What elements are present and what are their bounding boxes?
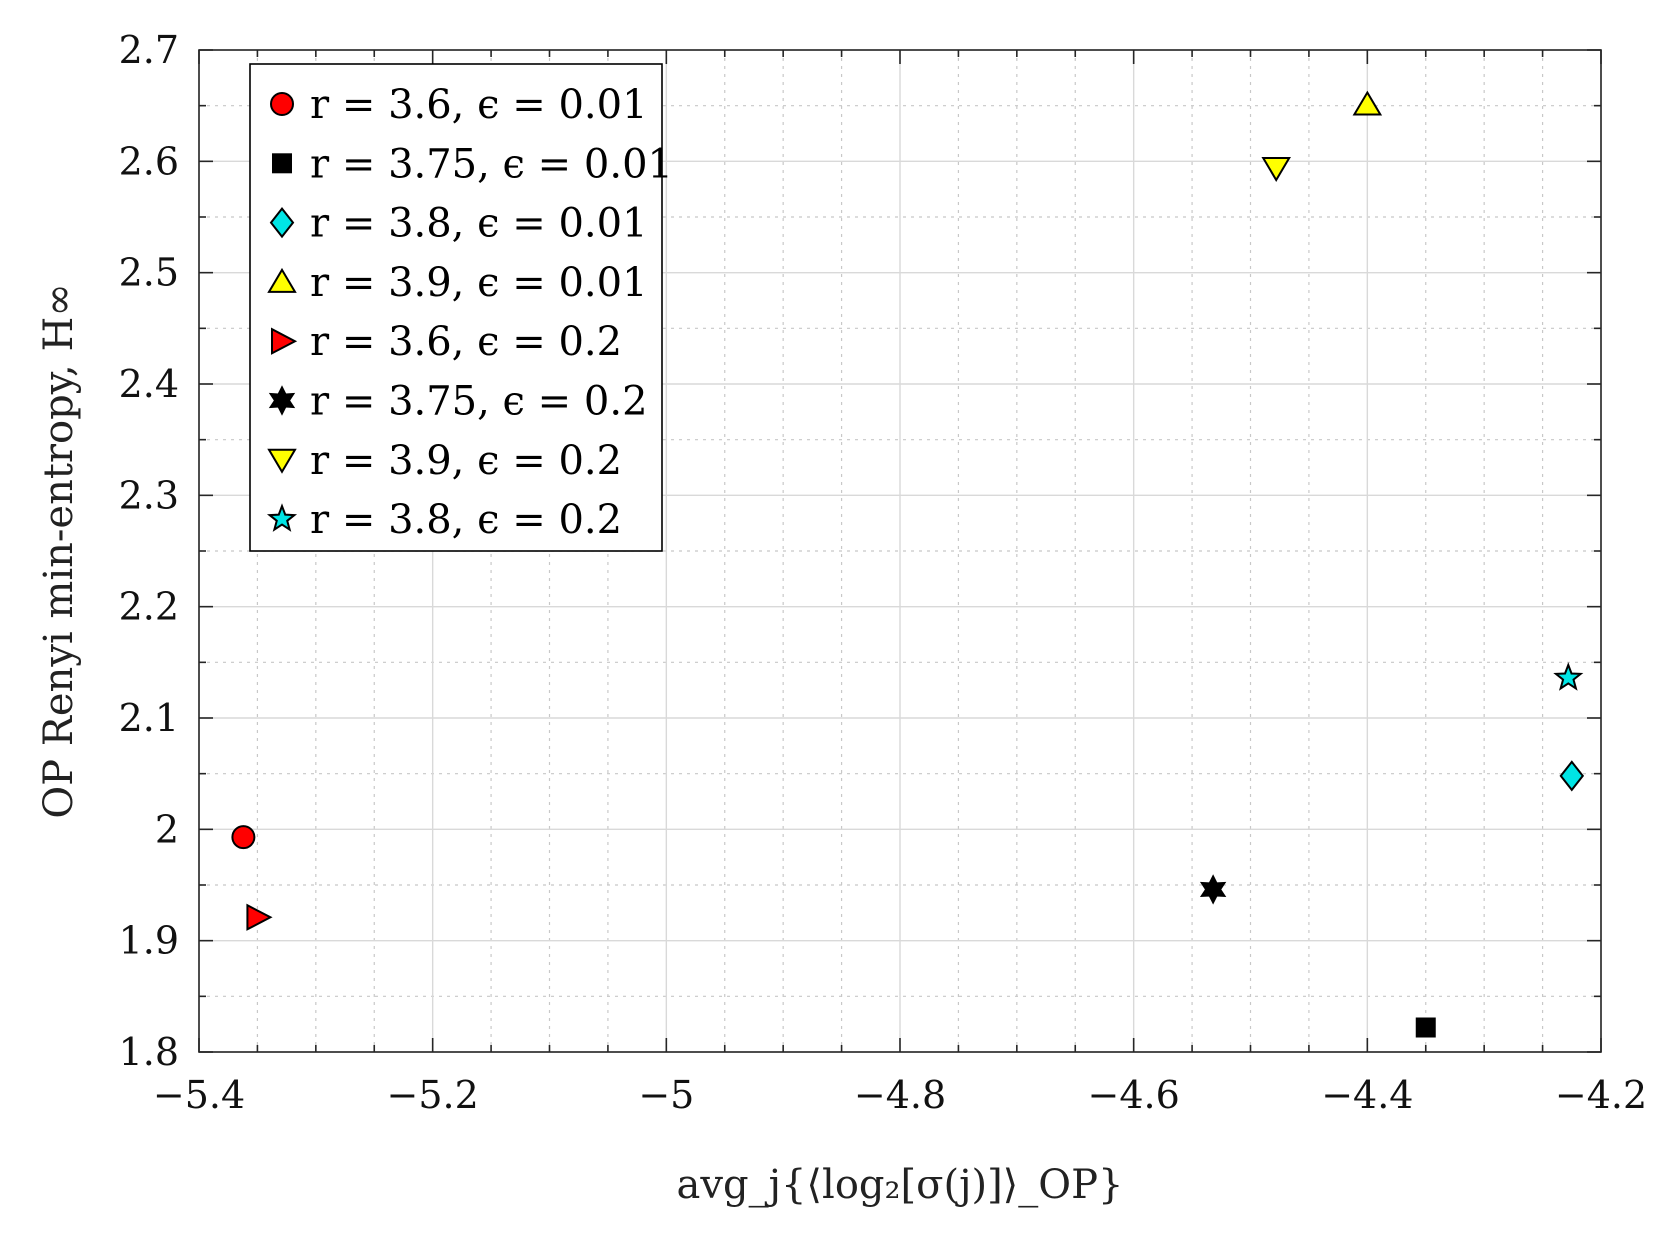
y-tick-label: 1.8 (119, 1030, 179, 1074)
data-point (246, 903, 273, 931)
legend-marker (268, 385, 296, 416)
legend-entry: r = 3.6, ϵ = 0.2 (271, 319, 622, 365)
legend-label: r = 3.75, ϵ = 0.2 (310, 379, 648, 425)
legend: r = 3.6, ϵ = 0.01 r = 3.75, ϵ = 0.01 r = 3… (249, 63, 673, 552)
legend-marker (267, 267, 297, 293)
x-tick-labels: −5.4 −5.2 −5 −4.8 −4.6 −4.4 −4.2 (153, 1073, 1647, 1117)
x-tick-label: −5.2 (387, 1073, 479, 1117)
legend-label: r = 3.6, ϵ = 0.01 (310, 82, 648, 128)
y-tick-label: 2.6 (119, 139, 179, 183)
x-tick-label: −4.6 (1088, 1073, 1180, 1117)
legend-entry: r = 3.6, ϵ = 0.01 (270, 82, 648, 128)
legend-label: r = 3.9, ϵ = 0.01 (310, 260, 648, 306)
legend-marker (267, 448, 297, 474)
legend-label: r = 3.8, ϵ = 0.01 (310, 201, 648, 247)
y-tick-label: 2 (155, 807, 179, 851)
axis-ticks (198, 49, 1602, 1053)
legend-marker (272, 153, 292, 174)
data-points (231, 90, 1585, 1038)
legend-label: r = 3.6, ϵ = 0.2 (310, 319, 622, 365)
y-tick-label: 2.2 (119, 585, 179, 629)
y-tick-labels: 1.8 1.9 2 2.1 2.2 2.3 2.4 2.5 2.6 2.7 (119, 28, 179, 1074)
y-tick-label: 2.1 (119, 696, 179, 740)
data-point (1553, 662, 1584, 691)
y-tick-label: 2.5 (119, 251, 179, 295)
data-point (1559, 760, 1585, 792)
legend-entry: r = 3.9, ϵ = 0.01 (267, 260, 648, 306)
legend-entry: r = 3.75, ϵ = 0.2 (268, 379, 648, 425)
x-axis-label: avg_j{⟨log₂[σ(j)]⟩_OP} (677, 1162, 1124, 1208)
x-tick-label: −5 (638, 1073, 694, 1117)
data-point (1352, 90, 1383, 116)
y-tick-label: 2.7 (119, 28, 179, 72)
legend-marker (269, 206, 295, 239)
legend-marker (266, 503, 298, 532)
data-point (1415, 1017, 1436, 1038)
legend-label: r = 3.9, ϵ = 0.2 (310, 438, 622, 484)
x-tick-label: −4.2 (1555, 1073, 1647, 1117)
y-axis-label: OP Renyi min-entropy, H∞ (36, 283, 82, 818)
x-tick-label: −5.4 (153, 1073, 245, 1117)
x-tick-label: −4.8 (854, 1073, 946, 1117)
legend-marker (270, 92, 294, 116)
legend-label: r = 3.75, ϵ = 0.01 (310, 141, 673, 187)
legend-entry: r = 3.9, ϵ = 0.2 (267, 438, 622, 484)
data-point (1261, 157, 1291, 182)
legend-box (249, 63, 663, 552)
legend-entry: r = 3.8, ϵ = 0.01 (269, 201, 648, 247)
legend-marker (271, 327, 298, 355)
x-tick-label: −4.4 (1321, 1073, 1413, 1117)
legend-entry: r = 3.75, ϵ = 0.01 (272, 141, 673, 187)
data-point (231, 825, 256, 850)
legend-entry: r = 3.8, ϵ = 0.2 (266, 497, 622, 543)
y-tick-label: 2.3 (119, 473, 179, 517)
data-point (1199, 874, 1227, 905)
legend-label: r = 3.8, ϵ = 0.2 (310, 497, 622, 543)
y-tick-label: 2.4 (119, 362, 179, 406)
y-tick-label: 1.9 (119, 919, 179, 963)
